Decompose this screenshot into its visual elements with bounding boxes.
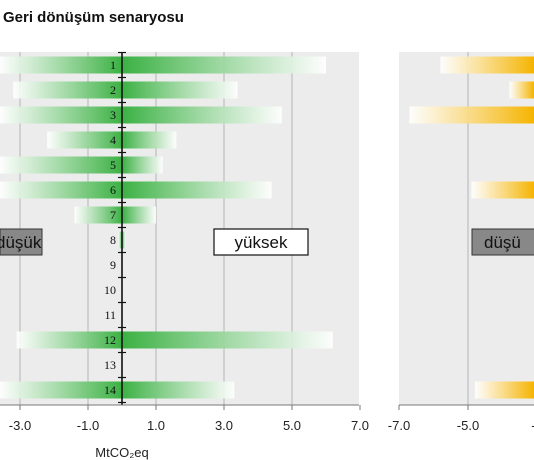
category-label: 11 [104,308,116,322]
low-box [0,228,43,256]
x-tick-label: 5.0 [283,418,301,433]
x-tick-label: 1.0 [147,418,165,433]
bar-low [0,56,122,74]
category-label: 9 [110,258,116,272]
category-label: 8 [110,233,116,247]
x-tick-label: 3.0 [215,418,233,433]
bar-low [74,206,122,224]
category-label: 13 [104,358,116,372]
category-label: 7 [110,208,116,222]
bar-high [122,156,163,174]
bar-high [122,131,177,149]
x-axis-title: MtCO₂eq [95,445,148,460]
high-box [213,228,309,256]
x-tick-label: -3 [531,418,534,433]
bar-low [471,181,534,199]
x-tick-label: -5.0 [457,418,479,433]
low-box-2 [471,228,534,256]
category-label: 2 [110,83,116,97]
bar-low [0,106,122,124]
chart-title: Geri dönüşüm senaryosu [3,9,184,26]
category-label: 3 [110,108,116,122]
bar-low [509,81,534,99]
bar-low [440,56,534,74]
bar-low [409,106,534,124]
bar-low [474,381,534,399]
bar-high [122,331,333,349]
category-label: 14 [104,383,116,397]
category-label: 4 [110,133,116,147]
bar-high [122,106,282,124]
bar-low [0,381,122,399]
bar-high [122,381,235,399]
low-label: düşük [0,233,42,252]
bar-low [47,131,123,149]
bar-high [122,56,326,74]
x-tick-label: -3.0 [9,418,31,433]
category-label: 5 [110,158,116,172]
category-label: 6 [110,183,116,197]
bar-low [0,181,122,199]
x-tick-label: -1.0 [77,418,99,433]
category-label: 12 [104,333,116,347]
bar-high [122,206,156,224]
bar-high [122,181,272,199]
x-tick-label: -7.0 [388,418,410,433]
high-label: yüksek [235,233,288,252]
low-label-2: düşü [484,233,521,252]
panel-recycling-right: düşü -7.0 -5.0 -3 [388,52,534,433]
bar-high [122,231,126,249]
bar-low [13,81,123,99]
category-label: 10 [104,283,116,297]
x-tick-label: 7.0 [351,418,369,433]
bar-low [16,331,123,349]
bar-low [0,156,122,174]
category-label: 1 [110,58,116,72]
bar-low [118,231,122,249]
bar-high [122,81,238,99]
